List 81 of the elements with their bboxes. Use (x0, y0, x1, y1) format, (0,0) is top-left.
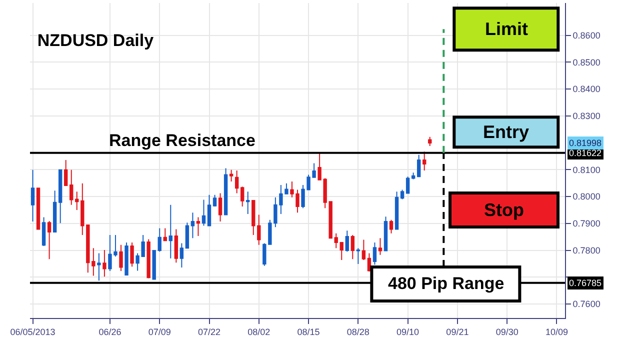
y-tick-label: 0.8100 (572, 164, 600, 175)
candlestick (234, 170, 239, 194)
candlestick (394, 191, 399, 230)
candlestick (252, 200, 256, 236)
candlestick (58, 169, 62, 224)
candlestick (422, 151, 426, 171)
candlestick (340, 241, 344, 260)
x-tick-label: 08/02 (248, 326, 270, 337)
candlestick (42, 216, 46, 246)
candlestick (174, 228, 178, 264)
candlestick (384, 216, 388, 252)
text: NZDUSD Daily (37, 31, 154, 50)
candlestick (152, 250, 156, 280)
x-tick-label: 09/30 (496, 326, 518, 337)
annotation: 0.81998 (569, 138, 602, 148)
x-tick-label: 07/22 (198, 326, 221, 337)
candlestick (64, 159, 68, 186)
candlestick (168, 204, 172, 259)
y-tick-label: 0.7800 (572, 245, 600, 256)
candlestick (362, 239, 366, 260)
y-tick-label: 0.8500 (572, 57, 600, 68)
ref-line-label: 0.81622 (569, 148, 602, 158)
candlestick (119, 244, 123, 272)
candlestick (70, 169, 74, 206)
candlestick (416, 154, 421, 178)
candlestick (97, 252, 101, 282)
candlestick (185, 222, 190, 249)
candlestick (356, 248, 360, 264)
y-tick-label: 0.8300 (572, 111, 600, 122)
candlestick (406, 176, 410, 194)
candlestick (130, 242, 134, 268)
y-tick-label: 0.8600 (572, 30, 600, 40)
candlestick (158, 228, 162, 252)
candlestick (202, 199, 206, 226)
x-tick-label: 06/05/2013 (10, 326, 56, 337)
candlestick (180, 242, 184, 268)
candlestick (30, 169, 35, 222)
x-tick-label: 09/10 (396, 326, 420, 337)
y-tick-label: 0.8400 (572, 84, 600, 94)
candlestick (146, 238, 150, 279)
candlestick (240, 186, 244, 207)
x-tick-label: 07/09 (148, 326, 171, 337)
annotation: Entry (483, 122, 530, 142)
candlestick (350, 234, 355, 260)
candlestick (207, 194, 212, 226)
y-tick-label: 0.7600 (572, 299, 600, 310)
y-tick-label: 0.8000 (572, 192, 600, 202)
candlestick (345, 230, 349, 252)
candlestick (257, 214, 261, 246)
annotation: Limit (485, 19, 528, 39)
annotation: Stop (484, 200, 524, 220)
candlestick (246, 191, 250, 214)
candlestick (196, 216, 200, 237)
x-tick-label: 09/21 (446, 326, 469, 337)
candlestick (212, 194, 217, 207)
x-tick-label: 10/09 (545, 326, 568, 337)
candlestick (229, 169, 234, 182)
candlestick (400, 189, 404, 200)
candlestick (75, 191, 79, 210)
candlestick (389, 219, 394, 234)
candlestick (190, 212, 195, 239)
candlestick (36, 188, 40, 230)
y-tick-label: 0.7900 (572, 218, 600, 229)
candlestick (52, 190, 57, 233)
candlestick (224, 168, 228, 216)
candlestick (124, 242, 128, 276)
candlestick (428, 136, 432, 146)
annotation: Range Resistance (109, 131, 256, 150)
candlestick (372, 242, 377, 266)
candlestick (411, 172, 416, 180)
ref-line-label: 0.76785 (569, 278, 602, 288)
candlestick (47, 220, 52, 260)
candlestick (102, 250, 106, 278)
candlestick (218, 192, 222, 222)
candlestick (163, 228, 167, 242)
x-tick-label: 08/28 (346, 326, 370, 337)
candlestick (378, 238, 382, 256)
annotation: 480 Pip Range (388, 274, 504, 293)
x-tick-label: 08/15 (297, 326, 320, 337)
candlestick (334, 232, 338, 249)
x-tick-label: 06/26 (98, 326, 122, 337)
